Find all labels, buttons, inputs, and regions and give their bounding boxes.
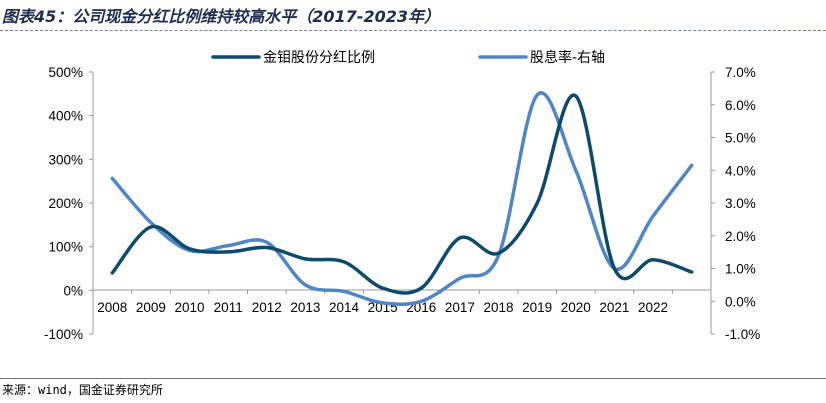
title-divider (0, 30, 826, 31)
right-tick-label: -1.0% (725, 327, 760, 342)
left-tick-label: 300% (48, 152, 83, 167)
legend-payout-ratio-label: 金钼股份分红比例 (263, 50, 375, 66)
x-tick-label: 2018 (484, 300, 514, 315)
x-tick-label: 2017 (445, 300, 475, 315)
left-tick-label: 200% (48, 196, 83, 211)
left-tick-label: 0% (63, 283, 83, 298)
x-tick-label: 2021 (599, 300, 629, 315)
left-tick-label: 400% (48, 109, 83, 124)
legend-dividend-yield-label: 股息率-右轴 (530, 49, 605, 66)
x-tick-label: 2011 (214, 300, 243, 315)
x-tick-label: 2013 (290, 300, 320, 315)
source-note: 来源：wind，国金证券研究所 (2, 383, 163, 397)
chart-title: 图表45：公司现金分红比例维持较高水平（2017-2023年） (2, 7, 440, 26)
right-tick-label: 6.0% (725, 98, 756, 113)
right-tick-label: 4.0% (725, 163, 756, 178)
left-tick-label: 500% (48, 65, 83, 80)
payout-ratio-line (110, 93, 694, 295)
x-tick-label: 2008 (97, 300, 127, 315)
right-tick-label: 1.0% (725, 262, 756, 277)
right-tick-label: 0.0% (725, 294, 756, 309)
x-tick-label: 2020 (561, 300, 591, 315)
right-tick-label: 5.0% (725, 131, 756, 146)
dividend-yield-line (110, 91, 694, 306)
x-tick-label: 2010 (175, 300, 205, 315)
right-tick-label: 7.0% (725, 65, 756, 80)
right-tick-label: 2.0% (725, 229, 756, 244)
x-tick-label: 2012 (252, 300, 282, 315)
source-divider (0, 378, 826, 379)
x-tick-label: 2019 (522, 300, 552, 315)
left-tick-label: -100% (44, 327, 83, 342)
x-tick-label: 2022 (638, 300, 668, 315)
x-tick-label: 2009 (136, 300, 166, 315)
x-tick-label: 2014 (329, 300, 360, 315)
left-tick-label: 100% (48, 240, 83, 255)
right-tick-label: 3.0% (725, 196, 756, 211)
